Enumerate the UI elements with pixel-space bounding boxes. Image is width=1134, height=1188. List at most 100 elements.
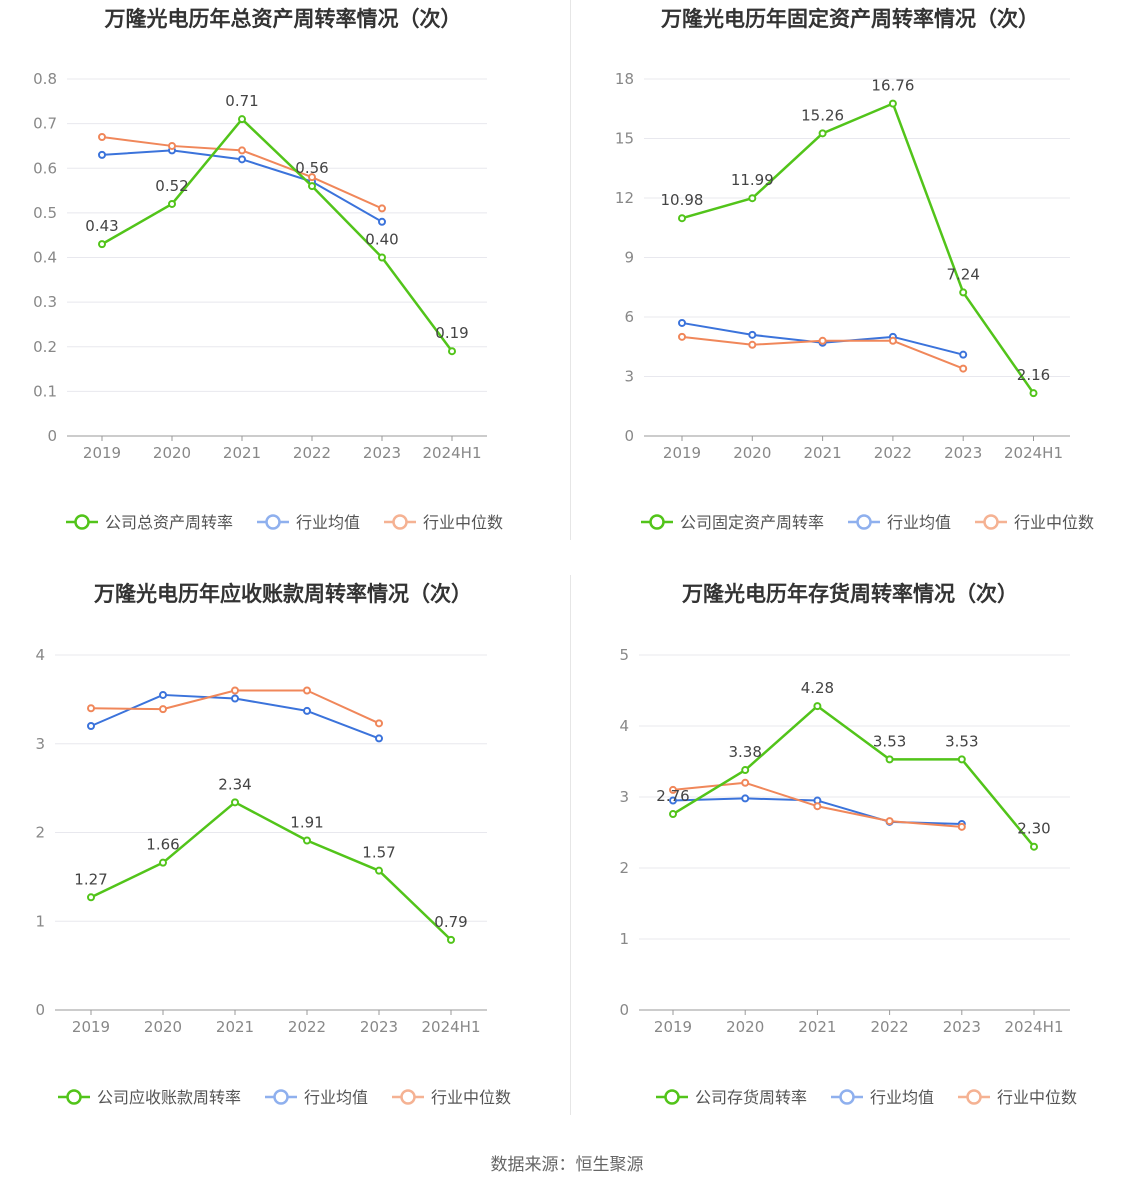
y-tick-label: 15 [615,130,634,148]
data-point-company [98,240,106,249]
panel-divider [570,575,571,1115]
chart-title: 万隆光电历年应收账款周转率情况（次） [93,582,472,606]
legend-label: 公司固定资产周转率 [680,513,824,532]
x-tick-label: 2024H1 [423,444,482,462]
legend-marker [649,514,665,530]
y-tick-label: 4 [619,717,629,735]
data-label: 2.16 [1017,366,1050,384]
data-point-company [1030,842,1038,851]
legend-item-median[interactable]: 行业中位数 [975,513,1094,532]
data-point-company [669,810,677,819]
series-line-company [90,801,452,941]
y-tick-label: 1 [619,930,629,948]
legend-label: 行业中位数 [431,1088,511,1107]
legend-marker [856,514,872,530]
chart-panel-fixed-assets: 万隆光电历年固定资产周转率情况（次） 0 3 6 9 12 15 18 2019 2020 2021… [567,0,1134,575]
legend-marker [74,514,90,530]
y-tick-label: 0.7 [33,115,57,133]
legend-item-median[interactable]: 行业中位数 [392,1088,511,1107]
data-point-company [448,347,456,356]
data-point-median [168,141,176,150]
legend-item-company[interactable]: 公司总资产周转率 [66,513,233,532]
data-label: 3.53 [873,732,906,750]
data-label: 0.71 [225,92,258,110]
y-tick-label: 0 [624,427,634,445]
data-point-company [741,766,750,775]
x-tick-label: 2024H1 [1005,1018,1064,1036]
data-point-company [678,214,686,223]
y-tick-label: 0.8 [33,70,57,88]
data-label: 1.91 [290,813,323,831]
legend-marker [66,1089,82,1105]
data-label: 1.57 [362,844,395,862]
series-line-company [681,102,1035,394]
legend-item-company[interactable]: 公司存货周转率 [656,1088,807,1107]
legend-item-avg[interactable]: 行业均值 [265,1088,368,1107]
data-point-avg [741,794,750,803]
data-label: 7.24 [946,265,979,283]
x-tick-label: 2020 [144,1018,182,1036]
y-tick-label: 0 [47,427,57,445]
legend-label: 行业均值 [296,513,360,532]
data-point-median [888,336,897,345]
data-point-company [818,129,827,138]
chart-panel-inventory: 万隆光电历年存货周转率情况（次） 0 1 2 3 4 5 2019 2020 2021 2022 20… [567,575,1134,1150]
data-point-median [678,332,686,341]
legend-label: 公司总资产周转率 [105,513,233,532]
x-tick-label: 2021 [804,444,842,462]
data-label: 0.56 [295,159,328,177]
series-line-company [672,704,1035,848]
data-point-company [1029,389,1038,398]
legend-item-avg[interactable]: 行业均值 [257,513,360,532]
legend-item-avg[interactable]: 行业均值 [831,1088,934,1107]
y-tick-label: 3 [619,788,629,806]
data-point-avg [375,734,383,743]
y-tick-label: 0.2 [33,338,57,356]
chart-svg: 万隆光电历年总资产周转率情况（次） 0 0.1 0.2 0.3 0.4 0.5 0.6 0.7 0… [33,7,503,532]
legend-label: 行业均值 [304,1088,368,1107]
legend-item-median[interactable]: 行业中位数 [384,513,503,532]
data-label: 3.53 [945,732,978,750]
data-point-company [159,858,167,867]
legend-marker [839,1089,855,1105]
data-label: 1.27 [74,870,107,888]
data-point-company [308,182,316,191]
data-point-company [447,935,455,944]
data-label: 0.43 [85,217,118,235]
y-tick-label: 12 [615,189,634,207]
data-point-median [818,336,827,345]
y-tick-label: 0.3 [33,293,57,311]
legend-marker [983,514,999,530]
data-label: 2.30 [1017,820,1050,838]
data-point-company [888,99,897,108]
data-point-median [375,719,383,728]
data-point-median [231,686,239,695]
legend-label: 行业中位数 [423,513,503,532]
data-point-avg [378,217,386,226]
data-label: 15.26 [801,106,844,124]
data-label: 2.76 [656,787,689,805]
data-point-median [159,705,167,714]
legend-label: 行业中位数 [1014,513,1094,532]
legend-marker [392,514,408,530]
data-source-label: 数据来源：恒生聚源 [490,1155,644,1175]
legend-item-company[interactable]: 公司固定资产周转率 [641,513,824,532]
data-point-company [959,288,968,297]
data-point-company [748,194,757,203]
data-label: 16.76 [871,77,914,95]
x-tick-label: 2023 [943,1018,981,1036]
legend-item-avg[interactable]: 行业均值 [848,513,951,532]
x-tick-label: 2022 [293,444,331,462]
data-point-company [378,253,386,262]
x-tick-label: 2024H1 [422,1018,481,1036]
legend-item-median[interactable]: 行业中位数 [958,1088,1077,1107]
x-tick-label: 2021 [798,1018,836,1036]
x-tick-label: 2021 [223,444,261,462]
data-point-median [308,173,316,182]
legend-item-company[interactable]: 公司应收账款周转率 [58,1088,241,1107]
y-tick-label: 9 [624,249,634,267]
legend-marker [400,1089,416,1105]
legend-label: 行业均值 [887,513,951,532]
data-point-company [303,836,311,845]
chart-svg: 万隆光电历年应收账款周转率情况（次） 0 1 2 3 4 2019 2020 2021 2022 2… [35,582,511,1107]
